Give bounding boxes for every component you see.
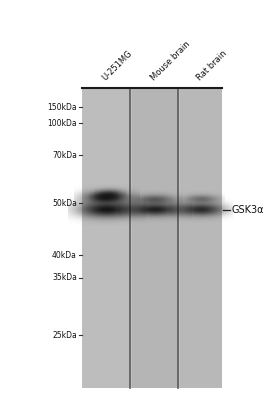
Text: GSK3α: GSK3α — [232, 205, 264, 215]
Text: 70kDa: 70kDa — [52, 150, 77, 160]
Text: Mouse brain: Mouse brain — [149, 39, 192, 82]
Text: Rat brain: Rat brain — [195, 48, 228, 82]
Bar — [82, 88, 222, 388]
Text: 40kDa: 40kDa — [52, 250, 77, 260]
Text: 150kDa: 150kDa — [47, 102, 77, 112]
Text: 50kDa: 50kDa — [52, 198, 77, 208]
Bar — [180, 88, 222, 388]
Text: 35kDa: 35kDa — [52, 274, 77, 282]
Bar — [132, 88, 178, 388]
Text: 25kDa: 25kDa — [52, 330, 77, 340]
Bar — [83, 88, 130, 388]
Text: U-251MG: U-251MG — [100, 48, 134, 82]
Text: 100kDa: 100kDa — [47, 118, 77, 128]
